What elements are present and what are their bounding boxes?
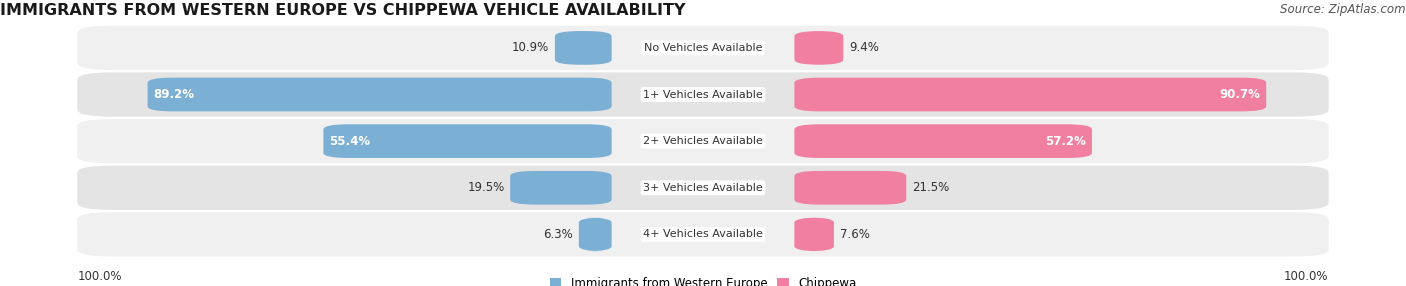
- Text: 9.4%: 9.4%: [849, 41, 879, 54]
- FancyBboxPatch shape: [510, 171, 612, 204]
- FancyBboxPatch shape: [794, 31, 844, 65]
- FancyBboxPatch shape: [794, 124, 1092, 158]
- FancyBboxPatch shape: [794, 218, 834, 251]
- Text: 19.5%: 19.5%: [467, 181, 505, 194]
- Text: No Vehicles Available: No Vehicles Available: [644, 43, 762, 53]
- Text: 4+ Vehicles Available: 4+ Vehicles Available: [643, 229, 763, 239]
- FancyBboxPatch shape: [579, 218, 612, 251]
- Text: 89.2%: 89.2%: [153, 88, 194, 101]
- Text: 21.5%: 21.5%: [912, 181, 949, 194]
- FancyBboxPatch shape: [77, 166, 1329, 210]
- FancyBboxPatch shape: [794, 78, 1267, 111]
- Text: 1+ Vehicles Available: 1+ Vehicles Available: [643, 90, 763, 100]
- FancyBboxPatch shape: [77, 212, 1329, 257]
- Text: 100.0%: 100.0%: [1284, 270, 1329, 283]
- Text: 6.3%: 6.3%: [544, 228, 574, 241]
- FancyBboxPatch shape: [555, 31, 612, 65]
- FancyBboxPatch shape: [77, 119, 1329, 163]
- Text: IMMIGRANTS FROM WESTERN EUROPE VS CHIPPEWA VEHICLE AVAILABILITY: IMMIGRANTS FROM WESTERN EUROPE VS CHIPPE…: [0, 3, 686, 18]
- Text: 100.0%: 100.0%: [77, 270, 122, 283]
- Text: 10.9%: 10.9%: [512, 41, 550, 54]
- Legend: Immigrants from Western Europe, Chippewa: Immigrants from Western Europe, Chippewa: [546, 272, 860, 286]
- FancyBboxPatch shape: [323, 124, 612, 158]
- Text: 3+ Vehicles Available: 3+ Vehicles Available: [643, 183, 763, 193]
- Text: 90.7%: 90.7%: [1220, 88, 1261, 101]
- FancyBboxPatch shape: [794, 171, 907, 204]
- Text: Source: ZipAtlas.com: Source: ZipAtlas.com: [1281, 3, 1406, 16]
- FancyBboxPatch shape: [148, 78, 612, 111]
- Text: 7.6%: 7.6%: [839, 228, 869, 241]
- Text: 57.2%: 57.2%: [1046, 135, 1087, 148]
- FancyBboxPatch shape: [77, 26, 1329, 70]
- Text: 55.4%: 55.4%: [329, 135, 370, 148]
- Text: 2+ Vehicles Available: 2+ Vehicles Available: [643, 136, 763, 146]
- FancyBboxPatch shape: [77, 72, 1329, 117]
